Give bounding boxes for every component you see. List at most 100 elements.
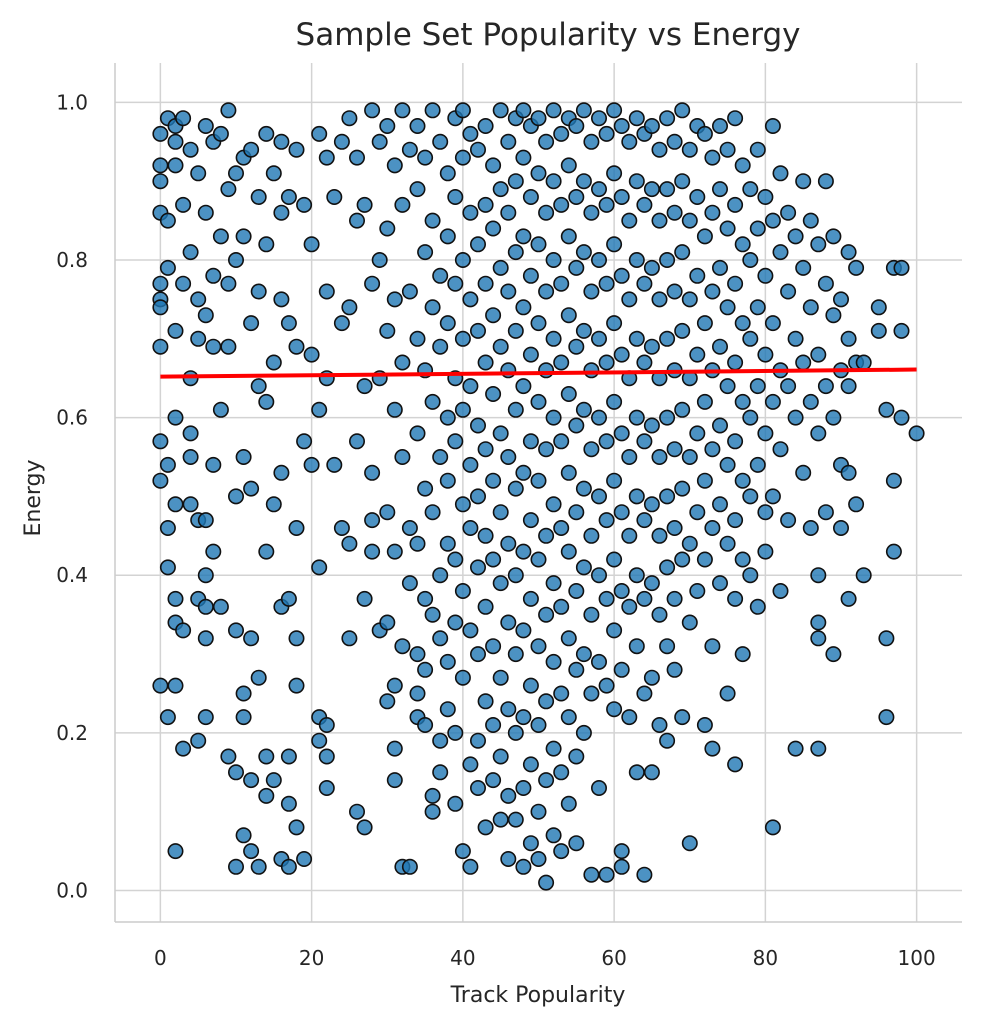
scatter-point: [749, 299, 766, 316]
scatter-point: [538, 772, 555, 789]
scatter-point: [477, 275, 494, 292]
scatter-point: [727, 110, 744, 127]
y-tick-label: 0.0: [56, 878, 88, 902]
scatter-point: [439, 701, 456, 718]
scatter-point: [394, 448, 411, 465]
scatter-point: [719, 685, 736, 702]
scatter-point: [424, 803, 441, 820]
scatter-point: [651, 527, 668, 544]
scatter-point: [780, 204, 797, 221]
scatter-point: [235, 709, 252, 726]
scatter-point: [606, 393, 623, 410]
scatter-point: [878, 630, 895, 647]
scatter-point: [522, 267, 539, 284]
scatter-point: [469, 559, 486, 576]
scatter-point: [795, 464, 812, 481]
scatter-point: [636, 354, 653, 371]
scatter-point: [250, 378, 267, 395]
scatter-point: [348, 803, 365, 820]
scatter-point: [318, 149, 335, 166]
scatter-point: [659, 732, 676, 749]
scatter-point: [462, 456, 479, 473]
scatter-point: [152, 338, 169, 355]
scatter-point: [318, 283, 335, 300]
scatter-point: [477, 819, 494, 836]
scatter-point: [749, 598, 766, 615]
scatter-point: [757, 504, 774, 521]
scatter-point: [424, 787, 441, 804]
scatter-point: [379, 118, 396, 135]
scatter-point: [356, 590, 373, 607]
scatter-point: [439, 315, 456, 332]
scatter-point: [394, 196, 411, 213]
scatter-point: [492, 102, 509, 119]
scatter-point: [560, 157, 577, 174]
scatter-point: [417, 149, 434, 166]
scatter-point: [409, 425, 426, 442]
scatter-point: [840, 590, 857, 607]
scatter-point: [643, 669, 660, 686]
scatter-point: [885, 543, 902, 560]
scatter-point: [409, 330, 426, 347]
scatter-point: [575, 646, 592, 663]
scatter-point: [220, 181, 237, 198]
scatter-point: [212, 125, 229, 142]
scatter-point: [364, 464, 381, 481]
scatter-point: [447, 724, 464, 741]
y-tick-label: 1.0: [56, 90, 88, 114]
scatter-point: [666, 441, 683, 458]
scatter-point: [787, 740, 804, 757]
scatter-point: [606, 622, 623, 639]
scatter-point: [711, 575, 728, 592]
scatter-point: [598, 866, 615, 883]
scatter-point: [288, 677, 305, 694]
scatter-point: [515, 299, 532, 316]
scatter-point: [560, 630, 577, 647]
scatter-point: [659, 559, 676, 576]
scatter-point: [848, 496, 865, 513]
scatter-point: [182, 496, 199, 513]
scatter-point: [590, 409, 607, 426]
scatter-point: [643, 259, 660, 276]
scatter-point: [454, 843, 471, 860]
scatter-point: [749, 141, 766, 158]
scatter-point: [666, 519, 683, 536]
scatter-point: [810, 425, 827, 442]
scatter-point: [492, 338, 509, 355]
scatter-point: [628, 110, 645, 127]
scatter-point: [545, 330, 562, 347]
scatter-point: [734, 472, 751, 489]
scatter-point: [613, 582, 630, 599]
scatter-point: [613, 504, 630, 521]
scatter-point: [243, 772, 260, 789]
scatter-point: [704, 519, 721, 536]
scatter-point: [175, 275, 192, 292]
scatter-point: [727, 196, 744, 213]
scatter-point: [553, 275, 570, 292]
scatter-point: [469, 779, 486, 796]
scatter-point: [643, 338, 660, 355]
scatter-point: [228, 622, 245, 639]
scatter-point: [424, 393, 441, 410]
scatter-point: [711, 181, 728, 198]
scatter-point: [500, 787, 517, 804]
scatter-point: [764, 393, 781, 410]
scatter-point: [711, 496, 728, 513]
scatter-point: [621, 291, 638, 308]
scatter-point: [152, 433, 169, 450]
scatter-point: [303, 236, 320, 253]
scatter-point: [681, 141, 698, 158]
scatter-point: [757, 189, 774, 206]
scatter-point: [787, 409, 804, 426]
scatter-point: [590, 252, 607, 269]
scatter-point: [659, 638, 676, 655]
scatter-point: [190, 165, 207, 182]
scatter-point: [613, 425, 630, 442]
scatter-point: [280, 795, 297, 812]
scatter-point: [485, 220, 502, 237]
scatter-point: [621, 133, 638, 150]
scatter-point: [590, 653, 607, 670]
scatter-point: [621, 709, 638, 726]
scatter-point: [167, 677, 184, 694]
scatter-point: [681, 535, 698, 552]
